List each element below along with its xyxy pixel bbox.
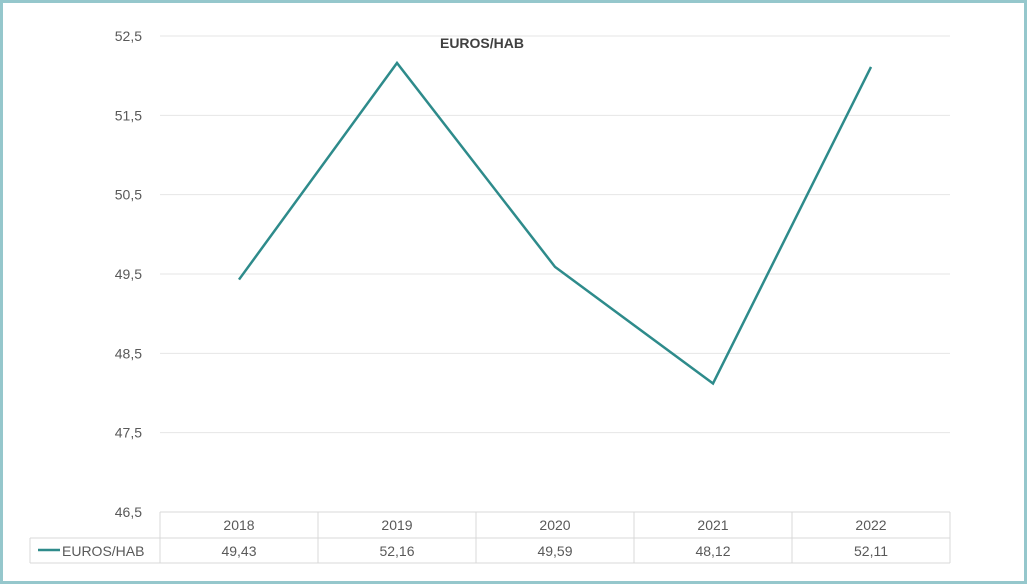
chart-title: EUROS/HAB: [440, 35, 524, 51]
table-value: 52,11: [854, 543, 888, 559]
y-tick-label: 47,5: [115, 425, 142, 441]
table-value: 49,59: [537, 543, 572, 559]
x-category-label: 2021: [697, 517, 728, 533]
x-category-label: 2022: [855, 517, 886, 533]
table-value: 52,16: [379, 543, 414, 559]
legend-label: EUROS/HAB: [62, 543, 144, 559]
series-line: [237, 60, 873, 386]
table-value: 48,12: [695, 543, 730, 559]
y-tick-label: 51,5: [115, 107, 142, 123]
x-category-label: 2018: [223, 517, 254, 533]
y-tick-label: 49,5: [115, 266, 142, 282]
y-tick-label: 46,5: [115, 504, 142, 520]
y-tick-label: 48,5: [115, 345, 142, 361]
x-category-label: 2019: [381, 517, 412, 533]
y-tick-label: 52,5: [115, 28, 142, 44]
y-tick-label: 50,5: [115, 187, 142, 203]
x-category-label: 2020: [539, 517, 570, 533]
table-value: 49,43: [221, 543, 256, 559]
